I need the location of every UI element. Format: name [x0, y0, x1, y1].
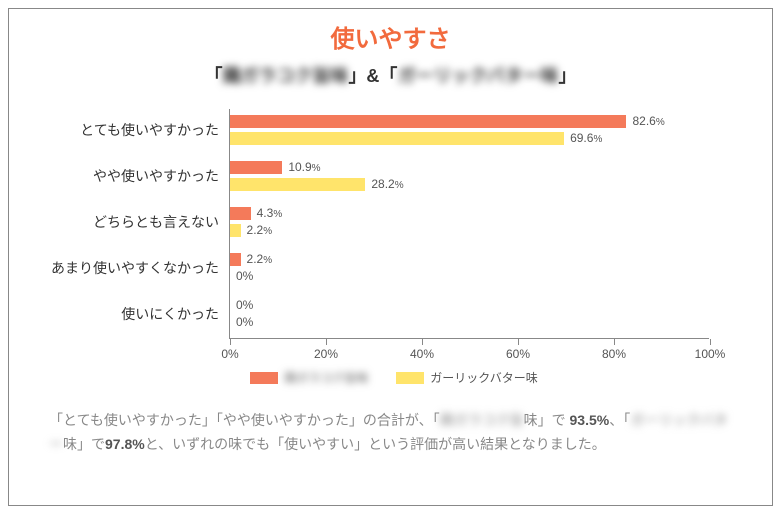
x-tick-label: 0%	[221, 347, 238, 361]
summary-part1: 「とても使いやすかった」「やや使いやすかった」の合計が、「	[49, 412, 440, 428]
subtitle-suffix: 」	[559, 66, 577, 86]
chart-area: 0% 20% 40% 60% 80% 100% 82.6% 69.6% 10.9% 28.2% 4.…	[39, 109, 749, 389]
legend-label: 鶏ガラコク旨味	[284, 369, 368, 386]
bar	[230, 161, 282, 174]
chart-plot: 0%20%40%60%80%100%82.6%69.6%10.9%28.2%4.…	[229, 109, 709, 339]
chart-title: 使いやすさ	[9, 19, 772, 54]
x-tick-label: 80%	[602, 347, 626, 361]
summary-blur1: 鶏ガラコク旨	[440, 412, 524, 428]
summary-part3: 味」で	[63, 436, 105, 452]
summary-text: 「とても使いやすかった」「やや使いやすかった」の合計が、「鶏ガラコク旨味」で 9…	[49, 409, 732, 457]
subtitle-product-b: ガーリックバター味	[397, 66, 558, 86]
category-label: 使いにくかった	[39, 304, 219, 324]
x-tick	[230, 339, 231, 345]
x-tick-label: 100%	[695, 347, 726, 361]
category-label: やや使いやすかった	[39, 166, 219, 186]
x-tick	[326, 339, 327, 345]
summary-pct2: 97.8%	[105, 436, 145, 452]
legend-swatch	[396, 372, 424, 384]
x-tick-label: 40%	[410, 347, 434, 361]
bar	[230, 178, 365, 191]
bar-value-label: 0%	[236, 315, 253, 329]
bar	[230, 207, 251, 220]
category-label: とても使いやすかった	[39, 120, 219, 140]
bar	[230, 253, 241, 266]
x-tick	[422, 339, 423, 345]
bar-value-label: 10.9%	[288, 160, 320, 174]
x-tick	[518, 339, 519, 345]
chart-legend: 鶏ガラコク旨味 ガーリックバター味	[39, 369, 749, 389]
x-tick-label: 20%	[314, 347, 338, 361]
x-tick	[710, 339, 711, 345]
bar-value-label: 0%	[236, 298, 253, 312]
summary-pct1: 93.5%	[570, 412, 610, 428]
bar-value-label: 4.3%	[257, 206, 283, 220]
bar-value-label: 69.6%	[570, 131, 602, 145]
bar	[230, 132, 564, 145]
bar-value-label: 28.2%	[371, 177, 403, 191]
legend-item: ガーリックバター味	[396, 369, 537, 386]
summary-part2: 味」で	[524, 412, 566, 428]
bar	[230, 115, 626, 128]
legend-swatch	[250, 372, 278, 384]
summary-sep: 、「	[609, 412, 630, 428]
chart-subtitle: 「鶏ガラコク旨味」&「ガーリックバター味」	[9, 62, 772, 88]
legend-label: ガーリックバター味	[430, 369, 537, 386]
chart-frame: 使いやすさ 「鶏ガラコク旨味」&「ガーリックバター味」 0%20%40%60%8…	[8, 8, 773, 506]
subtitle-prefix: 「	[204, 66, 222, 86]
bar-value-label: 2.2%	[247, 252, 273, 266]
x-tick-label: 60%	[506, 347, 530, 361]
summary-part4: と、いずれの味でも「使いやすい」という評価が高い結果となりました。	[145, 436, 606, 452]
category-label: あまり使いやすくなかった	[39, 258, 219, 278]
subtitle-mid: 」&「	[348, 66, 397, 86]
bar-value-label: 0%	[236, 269, 253, 283]
bar	[230, 224, 241, 237]
x-tick	[614, 339, 615, 345]
subtitle-product-a: 鶏ガラコク旨味	[222, 66, 348, 86]
bar-value-label: 2.2%	[247, 223, 273, 237]
legend-item: 鶏ガラコク旨味	[250, 369, 368, 386]
category-label: どちらとも言えない	[39, 212, 219, 232]
bar-value-label: 82.6%	[632, 114, 664, 128]
